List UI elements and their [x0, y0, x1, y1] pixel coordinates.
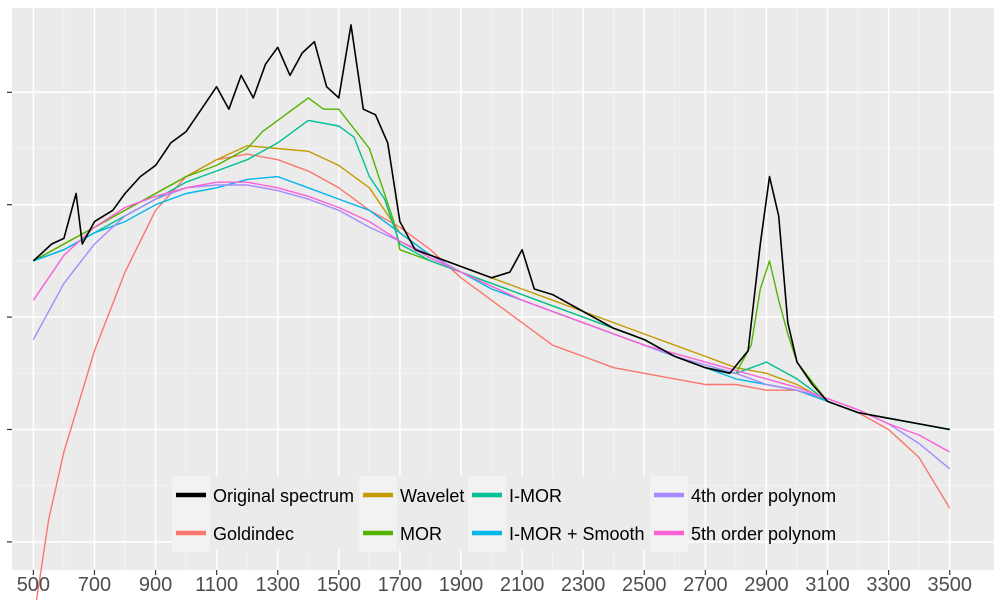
x-tick-label: 2300: [561, 574, 606, 596]
series-layer: [32, 24, 951, 600]
x-tick-label: 2500: [622, 574, 667, 596]
x-tick-label: 3100: [805, 574, 850, 596]
legend-label: Goldindec: [213, 524, 294, 544]
x-tick-label: 1700: [378, 574, 423, 596]
series-line-original-spectrum: [32, 24, 950, 431]
x-tick-label: 3300: [866, 574, 911, 596]
legend-label: I-MOR + Smooth: [509, 524, 645, 544]
x-tick-label: 3500: [927, 574, 972, 596]
legend-label: MOR: [400, 524, 442, 544]
x-tick-label: 900: [139, 574, 172, 596]
legend: Original spectrum Wavelet I-MOR 4th order p…: [172, 476, 836, 552]
x-tick-label: 2700: [683, 574, 728, 596]
series-line-goldindec: [35, 153, 951, 600]
x-tick-label: 1300: [255, 574, 300, 596]
legend-label: Wavelet: [400, 486, 464, 506]
x-tick-label: 1900: [439, 574, 484, 596]
x-tick-label: 700: [78, 574, 111, 596]
legend-label: 5th order polynom: [691, 524, 836, 544]
legend-label: I-MOR: [509, 486, 562, 506]
x-tick-label: 2900: [744, 574, 789, 596]
series-line-5th-order-polynom: [32, 181, 951, 453]
legend-label: Original spectrum: [213, 486, 354, 506]
x-tick-label: 1100: [195, 574, 238, 596]
x-tick-label: 2100: [500, 574, 545, 596]
x-tick-label: 500: [17, 574, 50, 596]
x-tick-label: 1500: [317, 574, 362, 596]
axis-layer: 500 700 900 1100 1300 1500 1700 1900 2100 2300 250…: [7, 91, 972, 596]
legend-background: [172, 476, 650, 550]
legend-label: 4th order polynom: [691, 486, 836, 506]
